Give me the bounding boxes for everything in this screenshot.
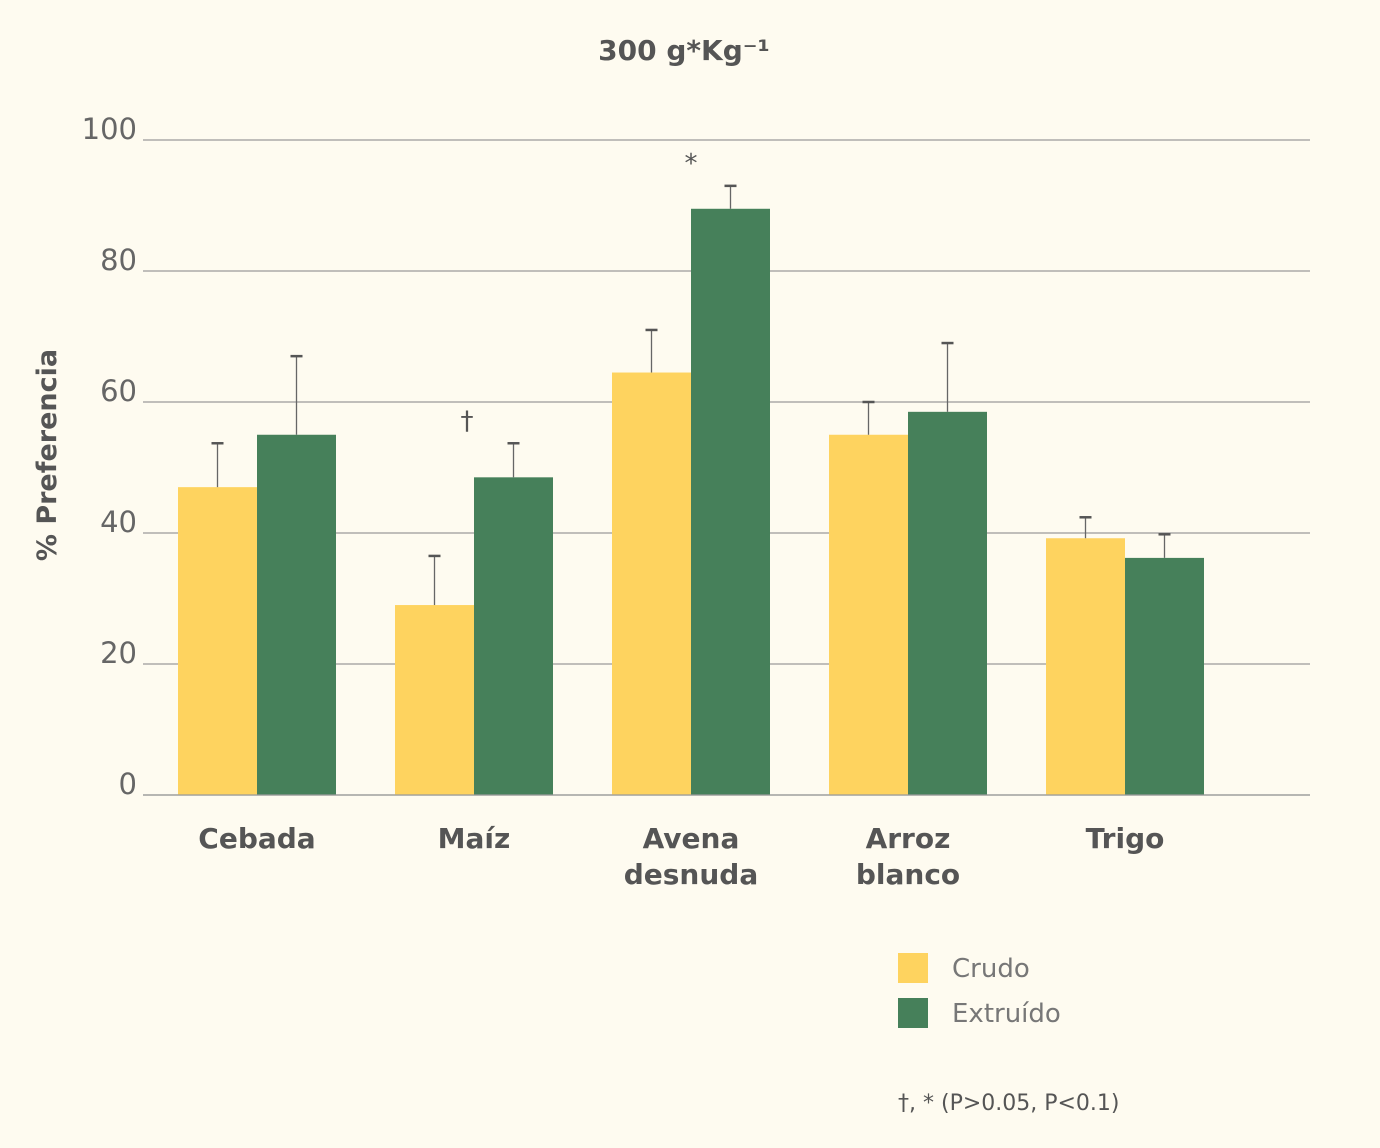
y-tick-label: 80 <box>100 243 137 277</box>
y-tick-label: 40 <box>100 505 137 539</box>
bar <box>178 487 257 795</box>
bar <box>257 434 336 795</box>
y-tick-label: 0 <box>119 767 137 801</box>
footnote: †, * (P>0.05, P<0.1) <box>898 1091 1120 1116</box>
annotation: † <box>461 406 474 436</box>
legend-swatch <box>898 953 928 983</box>
x-tick-label: Arroz blanco <box>856 822 960 891</box>
legend-swatch <box>898 998 928 1028</box>
y-tick-label: 20 <box>100 636 137 670</box>
bar <box>474 477 553 795</box>
x-tick-label: Avena desnuda <box>624 822 759 891</box>
bar <box>1046 538 1125 795</box>
y-axis-label: % Preferencia <box>32 349 63 561</box>
bar <box>691 208 770 795</box>
x-tick-label: Cebada <box>198 822 315 855</box>
annotation: * <box>685 149 698 179</box>
legend-label: Crudo <box>952 954 1030 984</box>
x-tick-label: Maíz <box>438 822 511 855</box>
y-tick-label: 60 <box>100 374 137 408</box>
chart-title: 300 g*Kg⁻¹ <box>598 34 770 67</box>
x-tick-label: Trigo <box>1086 822 1165 855</box>
bar <box>395 605 474 795</box>
y-tick-label: 100 <box>82 112 137 146</box>
bar <box>1125 557 1204 795</box>
bar <box>612 372 691 795</box>
legend-label: Extruído <box>952 999 1061 1029</box>
bar <box>829 434 908 795</box>
bar <box>908 411 987 795</box>
